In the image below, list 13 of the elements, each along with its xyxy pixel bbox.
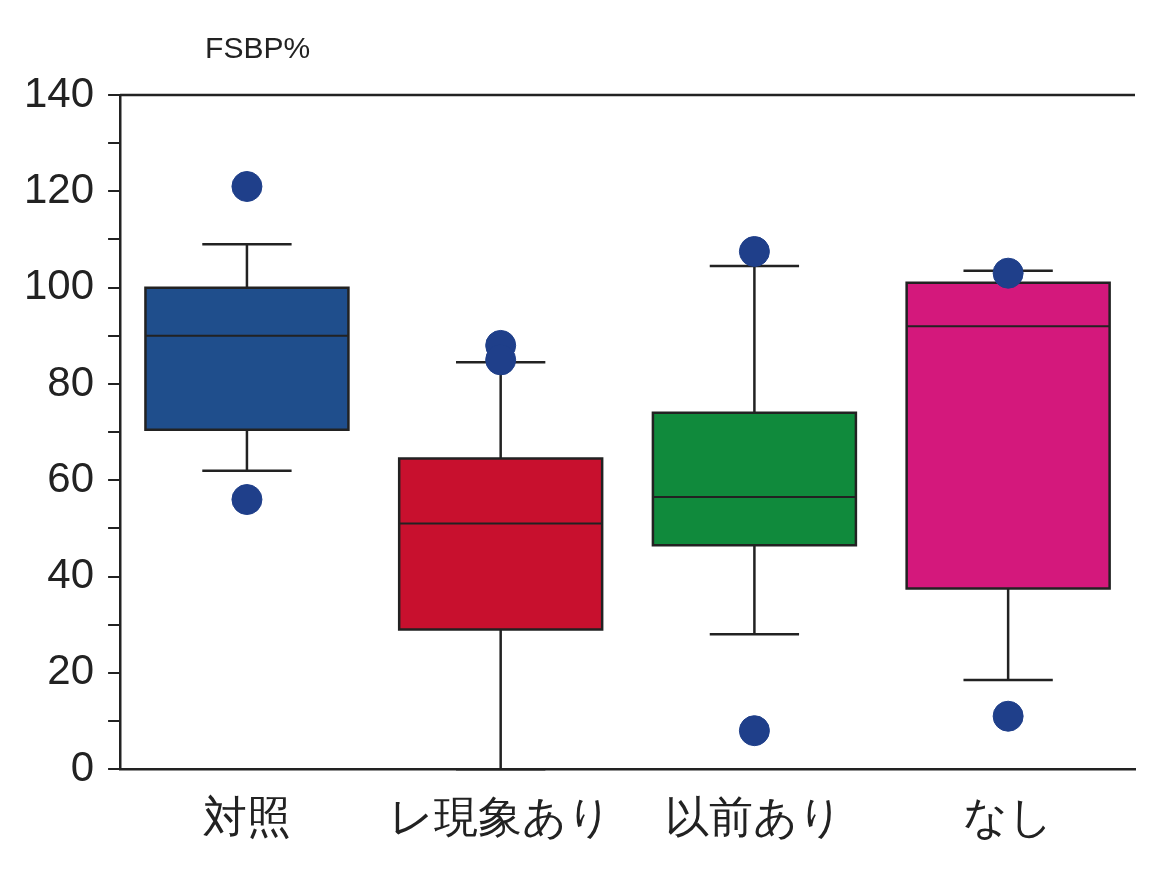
y-tick-label: 140 (24, 68, 95, 116)
x-tick-label: なし (963, 791, 1054, 843)
y-axis-title: FSBP% (205, 31, 311, 65)
y-tick-label: 40 (47, 550, 95, 598)
y-tick-label: 60 (47, 453, 95, 501)
y-tick-label: 80 (47, 357, 95, 405)
x-tick-label: レ現象あり (389, 791, 613, 843)
y-tick-label: 20 (47, 646, 95, 694)
y-tick-label: 0 (70, 742, 95, 790)
y-tick-label: 100 (24, 261, 95, 309)
x-tick-label: 以前あり (665, 791, 844, 843)
y-tick-label: 120 (24, 164, 95, 212)
x-tick-label: 対照 (202, 791, 291, 843)
